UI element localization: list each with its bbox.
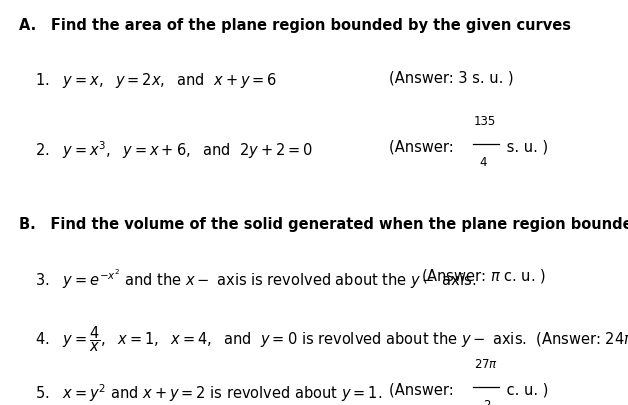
Text: (Answer: 3 s. u. ): (Answer: 3 s. u. ) [389, 71, 514, 86]
Text: 4: 4 [480, 156, 487, 169]
Text: (Answer: $\pi$ c. u. ): (Answer: $\pi$ c. u. ) [421, 267, 546, 285]
Text: (Answer:: (Answer: [389, 140, 457, 155]
Text: 2.   $y = x^3,\ \ y = x + 6,\ \ \mathrm{and}\ \ 2y + 2 = 0$: 2. $y = x^3,\ \ y = x + 6,\ \ \mathrm{an… [35, 140, 313, 162]
Text: B. Find the volume of the solid generated when the plane region bounded by: B. Find the volume of the solid generate… [19, 217, 628, 232]
Text: (Answer:: (Answer: [389, 383, 457, 398]
Text: 5.   $x = y^2$ and $x + y = 2$ is revolved about $y = 1.$: 5. $x = y^2$ and $x + y = 2$ is revolved… [35, 383, 382, 405]
Text: 2: 2 [483, 399, 490, 405]
Text: 3.   $y = e^{-x^2}$ and the $x -$ axis is revolved about the $y -$ axis.: 3. $y = e^{-x^2}$ and the $x -$ axis is … [35, 267, 475, 291]
Text: $27\pi$: $27\pi$ [474, 358, 499, 371]
Text: 4.   $y = \dfrac{4}{x},\ \ x = 1,\ \ x = 4,\ \ \mathrm{and}\ \ y = 0$ is revolve: 4. $y = \dfrac{4}{x},\ \ x = 1,\ \ x = 4… [35, 324, 628, 354]
Text: 135: 135 [474, 115, 496, 128]
Text: A. Find the area of the plane region bounded by the given curves: A. Find the area of the plane region bou… [19, 18, 571, 33]
Text: s. u. ): s. u. ) [502, 140, 548, 155]
Text: 1.   $y = x,\ \ y = 2x,\ \ \mathrm{and}\ \ x + y = 6$: 1. $y = x,\ \ y = 2x,\ \ \mathrm{and}\ \… [35, 71, 277, 90]
Text: c. u. ): c. u. ) [502, 383, 549, 398]
